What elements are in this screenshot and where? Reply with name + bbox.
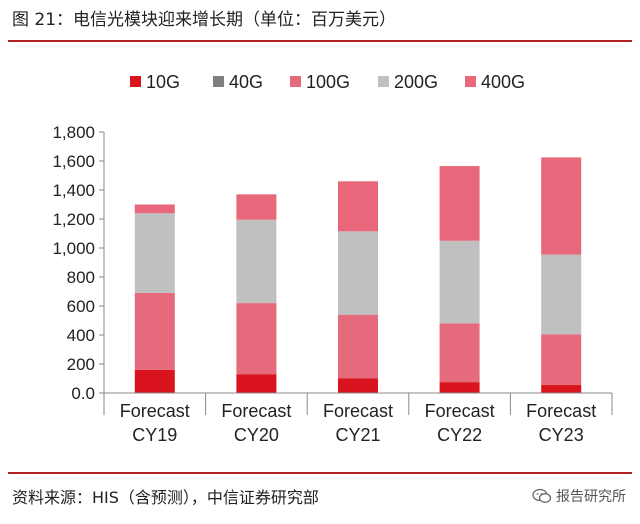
legend-swatch-100g xyxy=(290,76,301,87)
bar-100g-cy22 xyxy=(439,323,480,383)
title-rule xyxy=(8,40,632,42)
legend-label-400g: 400G xyxy=(481,72,525,92)
x-category-label: CY23 xyxy=(539,425,584,445)
figure-title: 图 21：电信光模块迎来增长期（单位：百万美元） xyxy=(12,10,397,30)
legend-swatch-40g xyxy=(213,76,224,87)
bar-200g-cy23 xyxy=(541,254,582,335)
legend-label-10g: 10G xyxy=(146,72,180,92)
bar-400g-cy20 xyxy=(236,194,277,220)
bar-400g-cy19 xyxy=(134,204,175,214)
y-tick-label: 0.0 xyxy=(71,384,95,403)
bar-200g-cy19 xyxy=(134,213,175,293)
source-rule xyxy=(8,472,632,474)
x-category-label: Forecast xyxy=(526,401,596,421)
y-axis: 0.0 200 400 600 800 1,000 1,200 1,400 1,600 1,800 xyxy=(52,123,105,403)
source-note: 资料来源：HIS（含预测），中信证券研究部 xyxy=(12,488,319,507)
x-category-label: CY20 xyxy=(234,425,279,445)
y-tick-label: 800 xyxy=(67,268,95,287)
x-category-label: CY19 xyxy=(132,425,177,445)
watermark: 报告研究所 xyxy=(532,486,626,506)
x-category-label: Forecast xyxy=(323,401,393,421)
bar-10g-cy22 xyxy=(439,382,480,393)
y-tick-label: 1,400 xyxy=(52,181,95,200)
bar-200g-cy20 xyxy=(236,219,277,304)
bar-chart: 10G 40G 100G 200G 400G 0.0 200 400 600 800 1,000 1… xyxy=(52,72,613,445)
bar-10g-cy21 xyxy=(338,378,378,393)
legend-label-100g: 100G xyxy=(306,72,350,92)
legend-label-40g: 40G xyxy=(229,72,263,92)
legend-swatch-400g xyxy=(465,76,476,87)
y-tick-label: 1,200 xyxy=(52,210,95,229)
bar-400g-cy23 xyxy=(541,157,582,255)
bar-400g-cy21 xyxy=(338,181,378,232)
x-category-label: CY22 xyxy=(437,425,482,445)
legend-swatch-200g xyxy=(378,76,389,87)
y-tick-label: 200 xyxy=(67,355,95,374)
bar-10g-cy19 xyxy=(134,369,175,393)
y-tick-label: 1,600 xyxy=(52,152,95,171)
chart-legend: 10G 40G 100G 200G 400G xyxy=(130,72,525,92)
x-category-label: CY21 xyxy=(335,425,380,445)
watermark-label: 报告研究所 xyxy=(556,489,626,505)
bar-200g-cy22 xyxy=(439,240,480,324)
x-axis: Forecast CY19 Forecast CY20 Forecast CY21 Fore… xyxy=(103,392,613,445)
bar-100g-cy21 xyxy=(338,314,378,379)
bar-400g-cy22 xyxy=(439,166,480,241)
bar-10g-cy20 xyxy=(236,374,277,393)
bar-10g-cy23 xyxy=(541,385,582,393)
y-tick-label: 1,800 xyxy=(52,123,95,142)
y-tick-label: 600 xyxy=(67,297,95,316)
bar-100g-cy20 xyxy=(236,303,277,375)
bar-100g-cy23 xyxy=(541,334,582,386)
y-tick-label: 1,000 xyxy=(52,239,95,258)
x-category-label: Forecast xyxy=(425,401,495,421)
bar-200g-cy21 xyxy=(338,231,378,315)
wechat-icon xyxy=(532,488,552,503)
legend-label-200g: 200G xyxy=(394,72,438,92)
bar-stacks xyxy=(134,157,582,393)
legend-swatch-10g xyxy=(130,76,141,87)
x-category-label: Forecast xyxy=(120,401,190,421)
y-tick-label: 400 xyxy=(67,326,95,345)
bar-100g-cy19 xyxy=(134,292,175,370)
x-category-label: Forecast xyxy=(221,401,291,421)
